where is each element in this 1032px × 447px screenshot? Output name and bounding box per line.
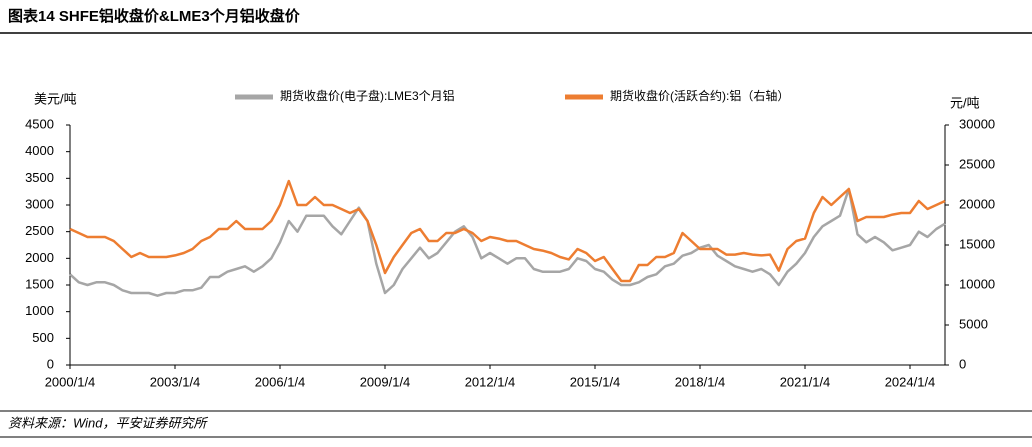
chart-title: 图表14 SHFE铝收盘价&LME3个月铝收盘价: [8, 7, 301, 25]
x-tick-label: 2000/1/4: [45, 374, 96, 389]
y-tick-label: 2000: [25, 250, 54, 265]
x-tick-label: 2021/1/4: [780, 374, 831, 389]
y2-axis-label: 元/吨: [950, 95, 980, 110]
x-tick-label: 2003/1/4: [150, 374, 201, 389]
y-tick-label: 1500: [25, 276, 54, 291]
y2-tick-label: 30000: [959, 116, 995, 131]
y-tick-label: 500: [32, 330, 54, 345]
y-tick-label: 2500: [25, 223, 54, 238]
x-tick-label: 2006/1/4: [255, 374, 306, 389]
y-tick-label: 3000: [25, 196, 54, 211]
y2-tick-label: 20000: [959, 196, 995, 211]
y-tick-label: 3500: [25, 170, 54, 185]
x-tick-label: 2009/1/4: [360, 374, 411, 389]
y2-tick-label: 15000: [959, 236, 995, 251]
y-tick-label: 1000: [25, 303, 54, 318]
y-axis-label: 美元/吨: [34, 91, 77, 106]
series-line: [69, 187, 946, 297]
x-tick-label: 2015/1/4: [570, 374, 621, 389]
y2-tick-label: 0: [959, 356, 966, 371]
source: 资料来源：Wind，平安证券研究所: [8, 415, 209, 430]
y2-tick-label: 25000: [959, 156, 995, 171]
y2-tick-label: 10000: [959, 276, 995, 291]
x-tick-label: 2024/1/4: [885, 374, 936, 389]
y-tick-label: 0: [47, 356, 54, 371]
x-tick-label: 2012/1/4: [465, 374, 516, 389]
series-line: [69, 179, 946, 283]
x-tick-label: 2018/1/4: [675, 374, 726, 389]
legend-label: 期货收盘价(电子盘):LME3个月铝: [280, 88, 455, 103]
y-tick-label: 4000: [25, 143, 54, 158]
y-tick-label: 4500: [25, 116, 54, 131]
y2-tick-label: 5000: [959, 316, 988, 331]
legend-label: 期货收盘价(活跃合约):铝（右轴）: [610, 88, 789, 103]
